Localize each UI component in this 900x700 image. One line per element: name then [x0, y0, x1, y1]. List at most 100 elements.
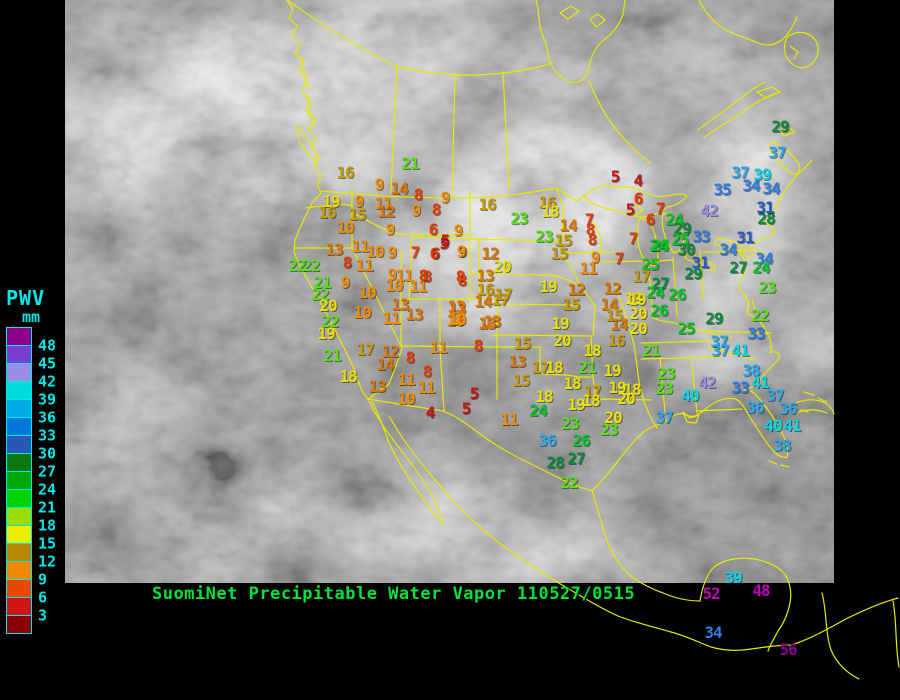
station-pwv-value: 17 — [491, 290, 509, 309]
station-pwv-value: 9 — [387, 265, 398, 284]
station-pwv-value: 18 — [582, 391, 600, 410]
western-state-borders — [293, 188, 498, 412]
station-pwv-value: 36 — [538, 431, 556, 450]
station-pwv-value: 40 — [681, 386, 699, 405]
station-pwv-value: 30 — [677, 240, 695, 259]
mississippi-delta — [682, 411, 700, 424]
station-pwv-value: 9 — [456, 242, 467, 261]
station-pwv-value: 24 — [529, 401, 547, 420]
station-pwv-value: 9 — [457, 242, 468, 261]
station-pwv-value: 6 — [645, 210, 656, 229]
station-pwv-value: 11 — [395, 266, 413, 285]
station-pwv-value: 9 — [387, 243, 398, 262]
station-pwv-value: 34 — [719, 240, 737, 259]
station-pwv-value: 16 — [318, 203, 336, 222]
station-pwv-value: 36 — [779, 399, 797, 418]
station-pwv-value: 22 — [751, 306, 769, 325]
station-pwv-value: 14 — [600, 295, 618, 314]
legend-swatch — [6, 381, 32, 400]
pacific-coastline — [286, 0, 369, 400]
station-pwv-value: 21 — [642, 341, 660, 360]
station-pwv-value: 4 — [425, 403, 436, 422]
station-pwv-value: 8 — [585, 220, 596, 239]
station-pwv-value: 10 — [358, 283, 376, 302]
station-pwv-value: 8 — [422, 362, 433, 381]
station-pwv-value: 20 — [493, 257, 511, 276]
station-pwv-value: 7 — [584, 210, 595, 229]
station-pwv-value: 29 — [673, 219, 691, 238]
station-pwv-value: 16 — [336, 163, 354, 182]
station-pwv-value: 22 — [302, 256, 320, 275]
station-pwv-value: 9 — [354, 192, 365, 211]
station-pwv-value: 26 — [650, 301, 668, 320]
station-pwv-value: 19 — [322, 192, 340, 211]
legend-label: 24 — [38, 480, 57, 499]
station-pwv-value: 25 — [641, 255, 659, 274]
florida-peninsula — [741, 389, 789, 459]
us-canada-border — [320, 187, 557, 199]
cuba — [788, 399, 835, 415]
station-pwv-value: 34 — [755, 249, 773, 268]
satellite-fine-texture — [65, 0, 834, 583]
station-pwv-value: 42 — [700, 201, 718, 220]
station-pwv-value: 10 — [353, 303, 371, 322]
station-pwv-value: 41 — [783, 416, 801, 435]
station-pwv-value: 23 — [758, 278, 776, 297]
station-pwv-value: 16 — [538, 193, 556, 212]
station-pwv-value: 12 — [603, 279, 621, 298]
legend-swatch — [6, 399, 32, 418]
station-pwv-value: 28 — [757, 209, 775, 228]
legend-swatch — [6, 507, 32, 526]
station-pwv-value: 37 — [731, 163, 749, 182]
station-pwv-value: 10 — [448, 310, 466, 329]
legend-label: 6 — [38, 588, 48, 607]
station-pwv-value: 21 — [323, 346, 341, 365]
station-pwv-value: 15 — [512, 371, 530, 390]
station-pwv-value: 16 — [478, 195, 496, 214]
station-pwv-value: 13 — [476, 266, 494, 285]
station-pwv-value: 14 — [559, 216, 577, 235]
station-pwv-value: 9 — [411, 201, 422, 220]
legend-label: 9 — [38, 570, 48, 589]
station-pwv-value: 7 — [628, 229, 639, 248]
station-pwv-value: 21 — [401, 154, 419, 173]
station-pwv-value: 21 — [313, 273, 331, 292]
legend-swatch — [6, 345, 32, 364]
station-pwv-value: 12 — [481, 244, 499, 263]
legend-swatch — [6, 327, 32, 346]
legend-label: 18 — [38, 516, 57, 535]
station-pwv-value: 8 — [457, 271, 468, 290]
station-pwv-value: 7 — [410, 243, 421, 262]
station-pwv-value: 18 — [535, 387, 553, 406]
station-pwv-value: 25 — [677, 319, 695, 338]
station-pwv-value: 8 — [431, 200, 442, 219]
legend-swatch — [6, 435, 32, 454]
station-pwv-value: 22 — [560, 473, 578, 492]
station-pwv-value: 5 — [440, 231, 451, 250]
station-pwv-value: 52 — [702, 584, 720, 603]
station-pwv-value: 14 — [376, 355, 394, 374]
station-pwv-value: 8 — [405, 348, 416, 367]
station-pwv-value: 13 — [325, 240, 343, 259]
legend-label: 12 — [38, 552, 57, 571]
station-pwv-value: 18 — [563, 374, 581, 393]
station-pwv-value: 11 — [355, 256, 373, 275]
legend-swatch — [6, 579, 32, 598]
station-pwv-value: 22 — [288, 256, 306, 275]
station-pwv-value: 20 — [617, 389, 635, 408]
station-pwv-value: 10 — [446, 311, 464, 330]
station-pwv-value: 37 — [655, 408, 673, 427]
station-pwv-value: 6 — [430, 244, 441, 263]
legend-label: 42 — [38, 372, 57, 391]
yucatan-peninsula — [699, 557, 792, 652]
station-pwv-value: 8 — [455, 267, 466, 286]
station-pwv-value: 23 — [655, 379, 673, 398]
station-pwv-value: 29 — [771, 117, 789, 136]
station-pwv-value: 15 — [348, 205, 366, 224]
central-america-coast — [790, 592, 900, 680]
station-pwv-value: 34 — [762, 179, 780, 198]
station-pwv-value: 33 — [692, 227, 710, 246]
station-pwv-value: 26 — [668, 285, 686, 304]
station-pwv-value: 31 — [691, 253, 709, 272]
